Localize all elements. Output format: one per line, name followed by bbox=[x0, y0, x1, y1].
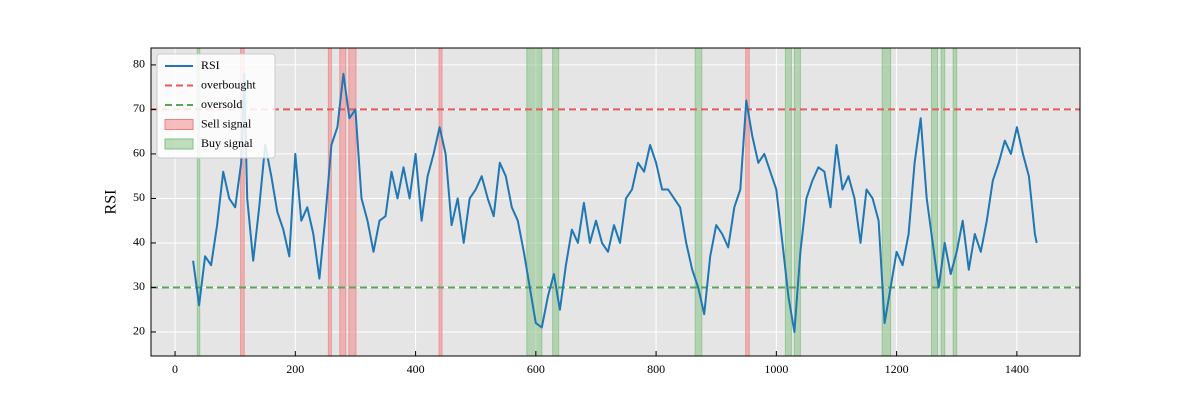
y-tick-label: 40 bbox=[133, 235, 145, 249]
signal-span bbox=[552, 47, 560, 357]
signal-span bbox=[930, 47, 938, 357]
legend-label: RSI bbox=[201, 58, 220, 72]
signal-span bbox=[438, 47, 443, 357]
x-tick-label: 1200 bbox=[885, 362, 909, 376]
legend-swatch bbox=[164, 119, 194, 130]
legend-label: Sell signal bbox=[201, 116, 252, 130]
rsi-line bbox=[192, 72, 1038, 333]
x-tick-label: 1000 bbox=[764, 362, 788, 376]
signal-span bbox=[348, 47, 357, 357]
legend-box bbox=[156, 53, 276, 159]
signal-span bbox=[745, 47, 750, 357]
y-tick-label: 30 bbox=[133, 279, 145, 293]
x-tick-label: 400 bbox=[407, 362, 425, 376]
x-tick-label: 0 bbox=[172, 362, 178, 376]
signal-span bbox=[327, 47, 332, 357]
x-tick-label: 600 bbox=[527, 362, 545, 376]
legend-label: oversold bbox=[201, 97, 242, 111]
legend-label: Buy signal bbox=[201, 136, 253, 150]
plot-area bbox=[151, 48, 1080, 356]
legend-label: overbought bbox=[201, 77, 256, 91]
y-tick-label: 60 bbox=[133, 146, 145, 160]
plot-frame bbox=[150, 47, 1081, 357]
x-tick-label: 1400 bbox=[1005, 362, 1029, 376]
y-tick-label: 50 bbox=[133, 190, 145, 204]
y-tick-label: 80 bbox=[133, 57, 145, 71]
signal-span bbox=[952, 47, 958, 357]
signal-span bbox=[694, 47, 703, 357]
legend-swatch bbox=[164, 138, 194, 150]
x-tick-label: 800 bbox=[647, 362, 665, 376]
y-axis-label: RSI bbox=[103, 190, 120, 215]
signal-span bbox=[940, 47, 946, 357]
y-tick-label: 70 bbox=[133, 101, 145, 115]
y-tick-label: 20 bbox=[133, 324, 145, 338]
x-tick-label: 200 bbox=[286, 362, 304, 376]
